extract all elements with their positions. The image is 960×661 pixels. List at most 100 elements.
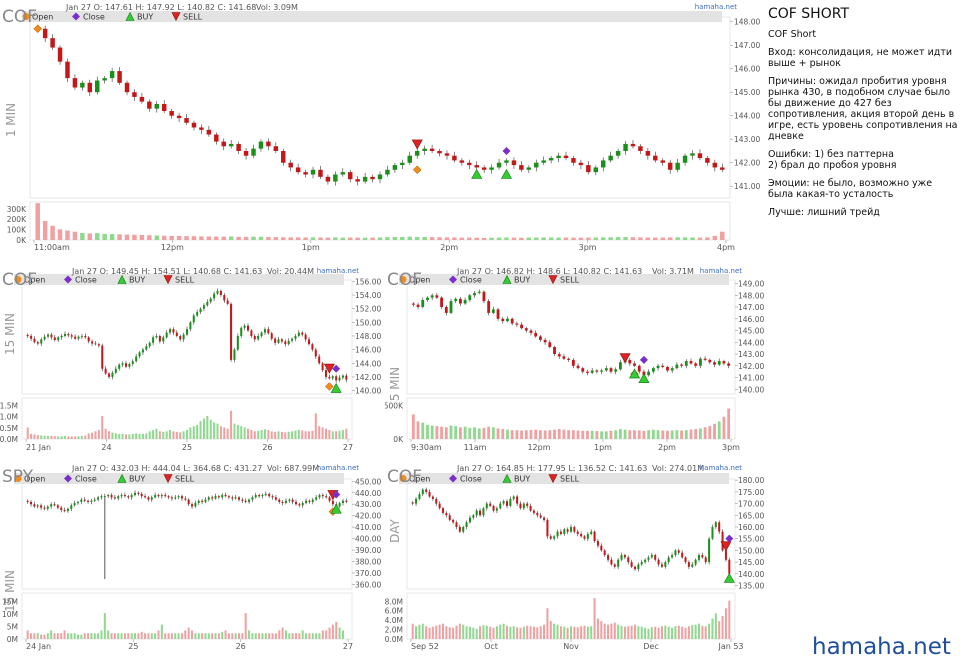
volume-bar xyxy=(479,626,482,639)
candle-body xyxy=(712,162,718,168)
y-tick-label: 140.00 xyxy=(738,570,764,579)
volume-bar xyxy=(377,237,383,240)
legend-sell-marker xyxy=(163,275,173,285)
candle-body xyxy=(576,365,580,369)
volume-bar xyxy=(437,237,442,240)
close-marker xyxy=(639,355,648,364)
candle-body xyxy=(548,158,554,161)
volume-bar xyxy=(197,633,200,639)
volume-bar xyxy=(280,431,283,439)
notes-better: Лучше: лишний трейд xyxy=(768,207,880,218)
volume-bar xyxy=(35,203,40,240)
candle-body xyxy=(562,356,566,359)
volume-bar xyxy=(77,436,80,439)
candle-body xyxy=(97,344,100,346)
volume-bar xyxy=(176,235,182,240)
volume-bar xyxy=(284,432,287,439)
candle-body xyxy=(630,143,636,147)
volume-bar xyxy=(147,235,152,240)
volume-bar xyxy=(145,433,148,439)
candle-body xyxy=(162,337,165,342)
candle-body xyxy=(338,503,341,507)
volume-bar xyxy=(543,430,547,439)
volume-bar xyxy=(117,633,120,639)
legend-sell-marker xyxy=(548,275,558,285)
volume-bar xyxy=(477,428,481,439)
volume-bar xyxy=(121,433,124,439)
volume-bar xyxy=(607,624,610,639)
candle-body xyxy=(250,330,253,336)
volume-bar xyxy=(489,626,492,639)
sell-marker xyxy=(323,363,335,374)
candle-body xyxy=(619,362,622,370)
candle-body xyxy=(444,307,448,313)
candle-body xyxy=(415,498,418,504)
volume-bar xyxy=(505,625,509,639)
candle-body xyxy=(576,531,579,534)
watermark: hamaha.net xyxy=(695,3,738,11)
volume-bar xyxy=(595,431,599,439)
candle-body xyxy=(145,346,148,350)
candle-body xyxy=(440,297,443,308)
brand-logo[interactable]: hamaha.net xyxy=(812,634,951,660)
volume-bar xyxy=(699,428,702,439)
candle-body xyxy=(30,335,33,339)
volume-bar xyxy=(217,633,220,639)
y-tick-label: 147.00 xyxy=(734,41,760,50)
candle-body xyxy=(510,318,514,324)
volume-bar xyxy=(26,427,29,439)
volume-tick-label: 8.0M xyxy=(385,597,403,606)
volume-bar xyxy=(462,624,465,639)
volume-bar xyxy=(609,430,613,439)
volume-bar xyxy=(325,237,331,240)
volume-bar xyxy=(107,630,110,639)
volume-plot-area xyxy=(29,201,731,241)
volume-bar xyxy=(553,623,556,639)
volume-bar xyxy=(241,633,244,639)
volume-bar xyxy=(250,430,253,439)
candle-body xyxy=(407,155,412,163)
candle-body xyxy=(468,295,472,300)
volume-bar xyxy=(158,431,161,439)
candle-body xyxy=(308,500,311,502)
interval-label: 15 MIN xyxy=(3,313,17,355)
volume-bar xyxy=(571,430,575,439)
volume-bar xyxy=(438,624,441,639)
y-tick-label: 146.00 xyxy=(355,346,381,355)
candle-body xyxy=(338,377,341,381)
y-tick-label: 360.00 xyxy=(355,580,381,589)
candle-body xyxy=(291,338,294,341)
candle-body xyxy=(194,503,197,507)
candle-body xyxy=(258,495,261,497)
y-tick-label: 146.00 xyxy=(738,315,764,324)
volume-bar xyxy=(185,430,189,439)
volume-tick-label: 15M xyxy=(2,597,18,606)
volume-bar xyxy=(596,618,599,639)
candle-body xyxy=(614,369,618,372)
volume-bar xyxy=(251,236,256,240)
candle-body xyxy=(90,500,93,502)
candle-body xyxy=(684,361,688,366)
volume-bar xyxy=(331,431,334,439)
volume-bar xyxy=(600,237,606,240)
legend-close-label: Close xyxy=(460,276,482,285)
candle-body xyxy=(315,497,318,500)
candle-body xyxy=(620,555,623,560)
candle-body xyxy=(515,323,519,325)
candle-body xyxy=(281,501,284,504)
candle-body xyxy=(429,148,435,151)
candle-body xyxy=(637,564,640,570)
candle-body xyxy=(87,337,90,342)
candle-body xyxy=(311,344,314,350)
candle-body xyxy=(164,495,167,497)
candle-body xyxy=(123,495,126,497)
candle-body xyxy=(216,290,219,294)
candle-body xyxy=(63,333,66,336)
candle-body xyxy=(114,368,117,373)
y-tick-label: 155.00 xyxy=(738,535,764,544)
candle-body xyxy=(708,538,711,563)
legend-open-marker xyxy=(399,276,407,283)
legend-open-marker xyxy=(399,475,407,482)
x-tick-label: 24 xyxy=(101,443,111,452)
candle-body xyxy=(65,61,70,79)
